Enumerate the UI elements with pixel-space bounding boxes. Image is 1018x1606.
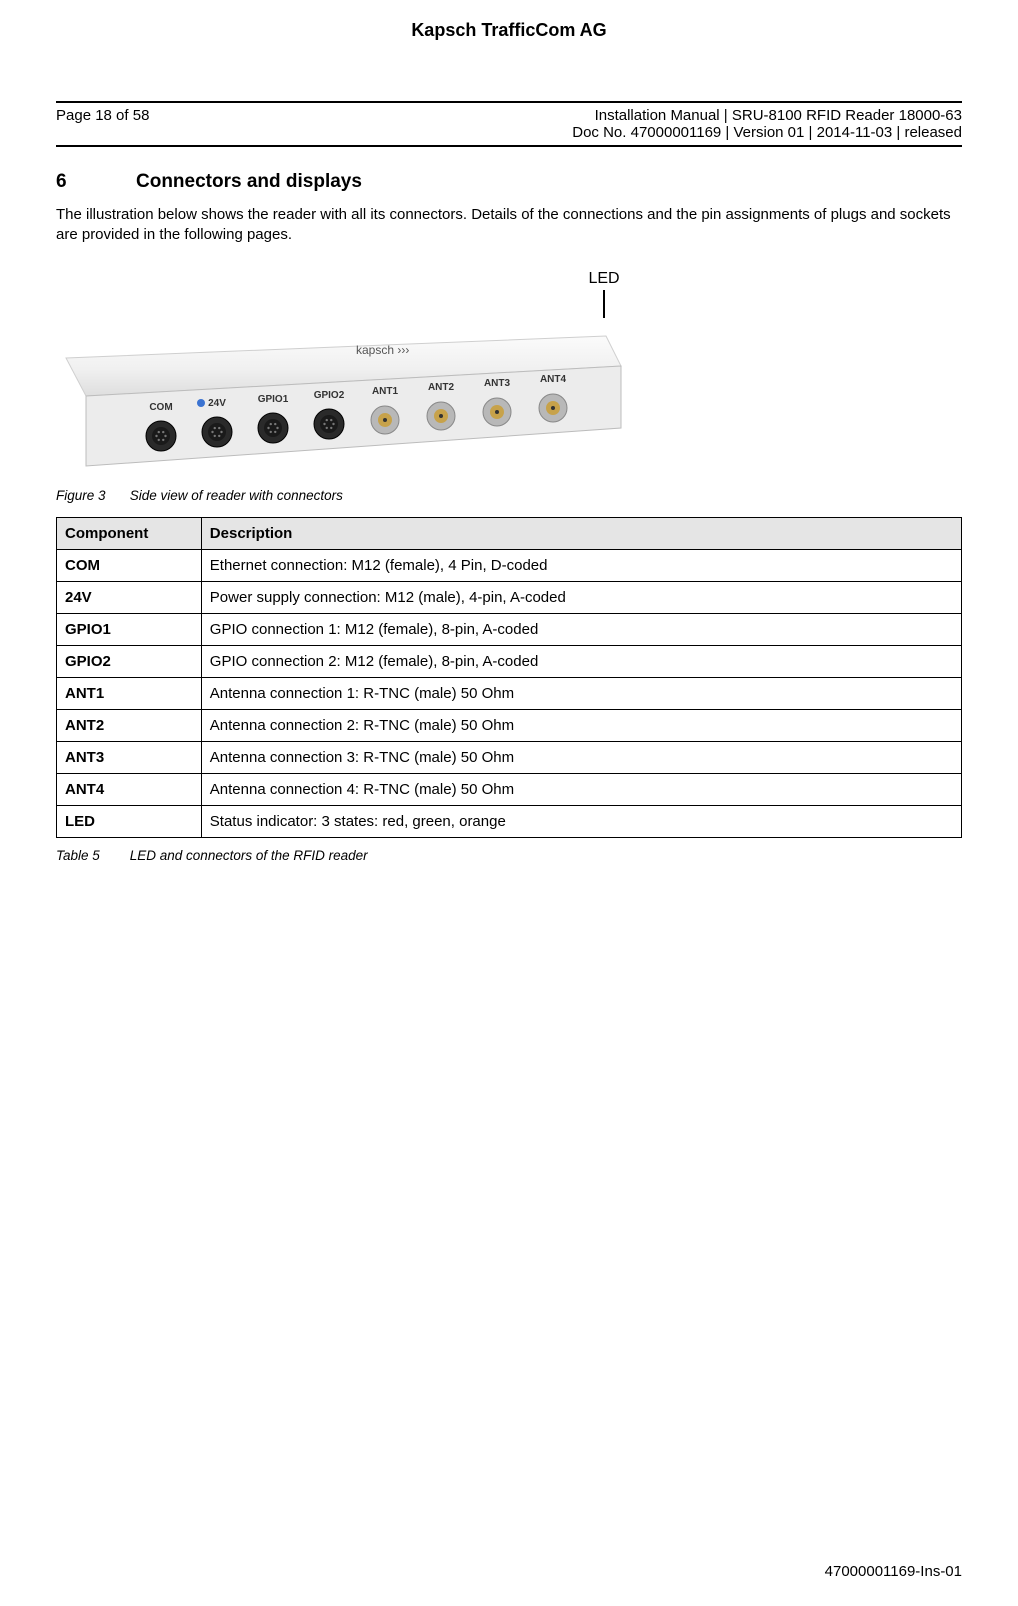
table-header-description: Description [201,517,961,549]
table-cell-description: Antenna connection 1: R-TNC (male) 50 Oh… [201,677,961,709]
table-row: ANT2Antenna connection 2: R-TNC (male) 5… [57,709,962,741]
connector-table: Component Description COMEthernet connec… [56,517,962,838]
figure-area: LED kapsch ››› COM 24V GPIO1 GPIO2 ANT1 ANT2 A… [56,270,962,478]
table-row: GPIO1GPIO connection 1: M12 (female), 8-… [57,613,962,645]
device-brand-text: kapsch ››› [356,343,409,357]
company-header: Kapsch TrafficCom AG [56,20,962,41]
svg-text:ANT4: ANT4 [540,374,567,385]
doc-header: Page 18 of 58 Installation Manual | SRU-… [56,101,962,147]
table-cell-description: Status indicator: 3 states: red, green, … [201,805,961,837]
svg-text:ANT2: ANT2 [428,382,455,393]
svg-text:GPIO2: GPIO2 [314,390,345,401]
table-cell-component: ANT4 [57,773,202,805]
table-cell-component: 24V [57,581,202,613]
device-illustration: kapsch ››› COM 24V GPIO1 GPIO2 ANT1 ANT2 ANT3 A… [56,318,626,478]
table-row: ANT1Antenna connection 1: R-TNC (male) 5… [57,677,962,709]
table-cell-component: ANT3 [57,741,202,773]
table-caption-text: LED and connectors of the RFID reader [130,848,368,863]
table-header-component: Component [57,517,202,549]
svg-text:24V: 24V [208,398,226,409]
table-caption-label: Table 5 [56,848,126,863]
figure-caption: Figure 3 Side view of reader with connec… [56,488,962,503]
table-row: COMEthernet connection: M12 (female), 4 … [57,549,962,581]
page-number: Page 18 of 58 [56,107,149,124]
table-row: LEDStatus indicator: 3 states: red, gree… [57,805,962,837]
doc-title: Installation Manual | SRU-8100 RFID Read… [572,107,962,124]
led-callout-label: LED [246,270,962,288]
table-row: GPIO2GPIO connection 2: M12 (female), 8-… [57,645,962,677]
table-cell-description: Antenna connection 4: R-TNC (male) 50 Oh… [201,773,961,805]
table-cell-component: COM [57,549,202,581]
section-title: Connectors and displays [136,171,362,193]
led-callout-line [603,290,605,318]
table-cell-description: GPIO connection 2: M12 (female), 8-pin, … [201,645,961,677]
table-cell-component: ANT2 [57,709,202,741]
table-cell-description: Power supply connection: M12 (male), 4-p… [201,581,961,613]
figure-caption-text: Side view of reader with connectors [130,488,343,503]
section-heading: 6 Connectors and displays [56,171,962,193]
table-row: ANT3Antenna connection 3: R-TNC (male) 5… [57,741,962,773]
section-number: 6 [56,171,136,193]
doc-meta: Doc No. 47000001169 | Version 01 | 2014-… [572,124,962,141]
figure-caption-label: Figure 3 [56,488,126,503]
table-cell-component: LED [57,805,202,837]
table-cell-component: GPIO2 [57,645,202,677]
table-cell-component: GPIO1 [57,613,202,645]
table-row: ANT4Antenna connection 4: R-TNC (male) 5… [57,773,962,805]
table-cell-component: ANT1 [57,677,202,709]
table-row: 24VPower supply connection: M12 (male), … [57,581,962,613]
svg-text:COM: COM [149,402,172,413]
svg-text:ANT1: ANT1 [372,386,399,397]
intro-paragraph: The illustration below shows the reader … [56,205,962,246]
table-cell-description: Ethernet connection: M12 (female), 4 Pin… [201,549,961,581]
table-cell-description: GPIO connection 1: M12 (female), 8-pin, … [201,613,961,645]
table-caption: Table 5 LED and connectors of the RFID r… [56,848,962,863]
table-cell-description: Antenna connection 2: R-TNC (male) 50 Oh… [201,709,961,741]
svg-text:ANT3: ANT3 [484,378,511,389]
svg-text:GPIO1: GPIO1 [258,394,289,405]
table-cell-description: Antenna connection 3: R-TNC (male) 50 Oh… [201,741,961,773]
footer-doc-id: 47000001169-Ins-01 [825,1563,962,1580]
